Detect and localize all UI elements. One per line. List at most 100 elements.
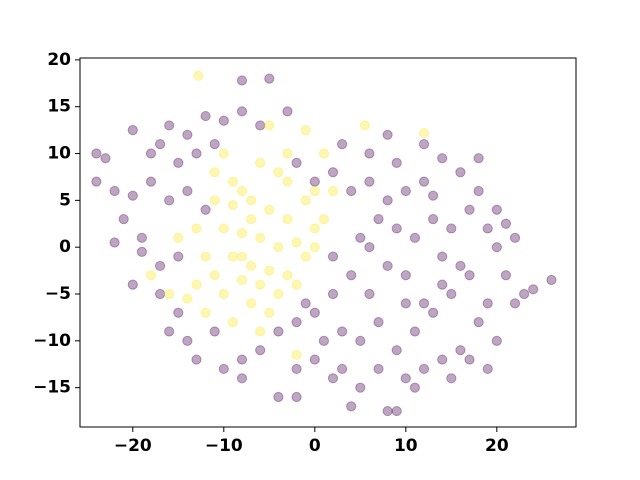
scatter-point — [127, 190, 138, 201]
scatter-point — [282, 176, 293, 187]
scatter-point — [100, 153, 111, 164]
scatter-point — [482, 298, 493, 309]
scatter-point — [327, 373, 339, 384]
scatter-point — [346, 270, 357, 281]
scatter-point — [154, 260, 166, 272]
scatter-point — [409, 382, 421, 393]
scatter-point — [491, 335, 502, 346]
scatter-point — [236, 251, 248, 262]
scatter-point — [364, 288, 375, 300]
scatter-point — [437, 354, 448, 365]
scatter-point — [546, 274, 557, 286]
scatter-point — [309, 307, 320, 318]
scatter-point — [255, 120, 266, 131]
scatter-point — [236, 274, 248, 286]
scatter-point — [337, 139, 348, 150]
scatter-point — [318, 148, 330, 159]
scatter-point — [109, 237, 120, 248]
scatter-point — [255, 157, 266, 168]
scatter-point — [473, 185, 484, 197]
scatter-point — [273, 288, 284, 300]
scatter-point — [446, 223, 457, 234]
scatter-point — [264, 307, 275, 318]
y-tick-label: −10 — [33, 331, 71, 351]
scatter-point — [291, 391, 302, 403]
scatter-point — [182, 293, 193, 304]
scatter-point — [327, 288, 339, 300]
scatter-point — [309, 185, 320, 197]
scatter-point — [337, 363, 348, 375]
scatter-point — [173, 307, 184, 318]
scatter-point — [482, 223, 493, 234]
scatter-point — [209, 326, 220, 337]
scatter-point — [273, 326, 284, 337]
scatter-point — [218, 115, 229, 126]
scatter-point — [391, 157, 402, 168]
scatter-point — [455, 260, 466, 272]
scatter-point — [418, 127, 430, 139]
scatter-point — [200, 204, 211, 215]
scatter-point — [355, 232, 366, 243]
scatter-point — [236, 228, 248, 239]
scatter-point — [327, 167, 339, 178]
scatter-point — [200, 251, 211, 262]
scatter-point — [291, 349, 302, 360]
scatter-point — [255, 345, 266, 356]
scatter-point — [464, 204, 475, 215]
scatter-point — [364, 242, 375, 253]
scatter-point — [337, 326, 348, 337]
scatter-point — [264, 120, 275, 131]
scatter-point — [209, 167, 220, 178]
scatter-point — [218, 148, 229, 159]
scatter-point — [373, 317, 384, 328]
scatter-point — [173, 157, 184, 168]
scatter-point — [264, 265, 275, 276]
scatter-point — [164, 195, 175, 206]
plot-marks — [91, 70, 557, 417]
scatter-point — [273, 391, 284, 403]
scatter-point — [428, 213, 439, 225]
scatter-point — [182, 335, 193, 346]
scatter-point — [227, 199, 238, 211]
scatter-point — [373, 363, 384, 375]
plot-frame — [79, 57, 577, 428]
scatter-point — [291, 317, 302, 328]
scatter-point — [300, 125, 311, 136]
scatter-point — [519, 288, 530, 300]
scatter-point — [245, 260, 257, 272]
scatter-point — [191, 223, 202, 234]
scatter-point — [455, 167, 466, 178]
scatter-point — [209, 270, 220, 281]
scatter-point — [200, 307, 211, 318]
scatter-point — [309, 354, 320, 365]
scatter-point — [264, 73, 275, 84]
scatter-point — [327, 185, 339, 197]
scatter-point — [193, 70, 204, 81]
scatter-point — [282, 213, 293, 225]
x-tick-label: 20 — [485, 436, 509, 456]
scatter-point — [309, 223, 320, 234]
scatter-point — [455, 345, 466, 356]
scatter-point — [391, 223, 402, 234]
scatter-point — [164, 326, 175, 337]
scatter-point — [191, 354, 202, 365]
scatter-point — [182, 129, 193, 140]
scatter-point — [346, 185, 357, 197]
scatter-point — [282, 148, 293, 159]
scatter-point — [236, 106, 248, 117]
scatter-point — [309, 242, 320, 253]
y-tick-label: −15 — [33, 378, 71, 398]
scatter-point — [428, 307, 439, 318]
scatter-point — [346, 401, 357, 412]
y-tick-label: 15 — [47, 97, 71, 117]
scatter-point — [473, 317, 484, 328]
scatter-point — [382, 405, 393, 417]
scatter-point — [364, 148, 375, 159]
scatter-point — [127, 279, 138, 290]
scatter-point — [428, 190, 439, 201]
scatter-point — [300, 195, 311, 206]
scatter-point — [227, 176, 238, 187]
scatter-point — [191, 279, 202, 290]
scatter-point — [418, 176, 430, 187]
